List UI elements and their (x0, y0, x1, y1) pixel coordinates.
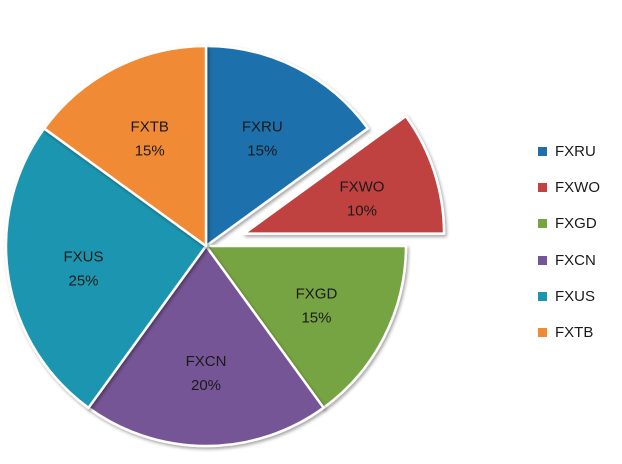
slice-label-value-fxgd: 15% (301, 309, 331, 326)
legend-label-fxtb: FXTB (555, 324, 594, 342)
slice-label-value-fxru: 15% (247, 143, 277, 160)
pie-slice-fxus (4, 127, 208, 410)
pie-slice-fxru (204, 44, 370, 248)
slice-label-name-fxtb: FXTB (131, 119, 169, 136)
legend-label-fxru: FXRU (555, 142, 596, 160)
legend-label-fxgd: FXGD (555, 215, 597, 233)
slice-label-value-fxus: 25% (69, 272, 99, 289)
pie-slice-fxtb (42, 44, 208, 248)
legend-item-fxtb: FXTB (538, 318, 618, 348)
chart-legend: FXRU FXWO FXGD FXCN FXUS FXTB (538, 136, 618, 354)
slice-label-value-fxtb: 15% (135, 143, 165, 160)
slice-label-name-fxus: FXUS (64, 248, 104, 265)
legend-swatch-fxru (538, 146, 547, 156)
slice-label-name-fxcn: FXCN (186, 353, 227, 370)
legend-label-fxcn: FXCN (555, 251, 596, 269)
pie-slice-fxcn (87, 244, 325, 448)
legend-item-fxcn: FXCN (538, 245, 618, 275)
legend-item-fxru: FXRU (538, 136, 618, 166)
slice-label-name-fxgd: FXGD (296, 285, 338, 302)
pie-slice-fxwo (242, 114, 446, 235)
slice-label-name-fxwo: FXWO (339, 178, 384, 195)
pie-slice-fxgd (204, 244, 408, 410)
legend-label-fxwo: FXWO (555, 178, 600, 196)
legend-item-fxus: FXUS (538, 282, 618, 312)
pie-slices (4, 44, 446, 448)
legend-swatch-fxcn (538, 255, 547, 265)
slice-label-name-fxru: FXRU (242, 119, 283, 136)
legend-swatch-fxus (538, 292, 547, 302)
legend-item-fxgd: FXGD (538, 209, 618, 239)
legend-swatch-fxwo (538, 182, 547, 192)
legend-label-fxus: FXUS (555, 288, 596, 306)
slice-label-value-fxcn: 20% (191, 377, 221, 394)
legend-swatch-fxgd (538, 219, 547, 229)
legend-swatch-fxtb (538, 328, 547, 338)
legend-item-fxwo: FXWO (538, 172, 618, 202)
slice-label-value-fxwo: 10% (347, 202, 377, 219)
slice-labels: FXRU 15% FXWO 10% FXGD 15% FXCN 20% FXUS 25% FXTB 1… (64, 119, 385, 394)
